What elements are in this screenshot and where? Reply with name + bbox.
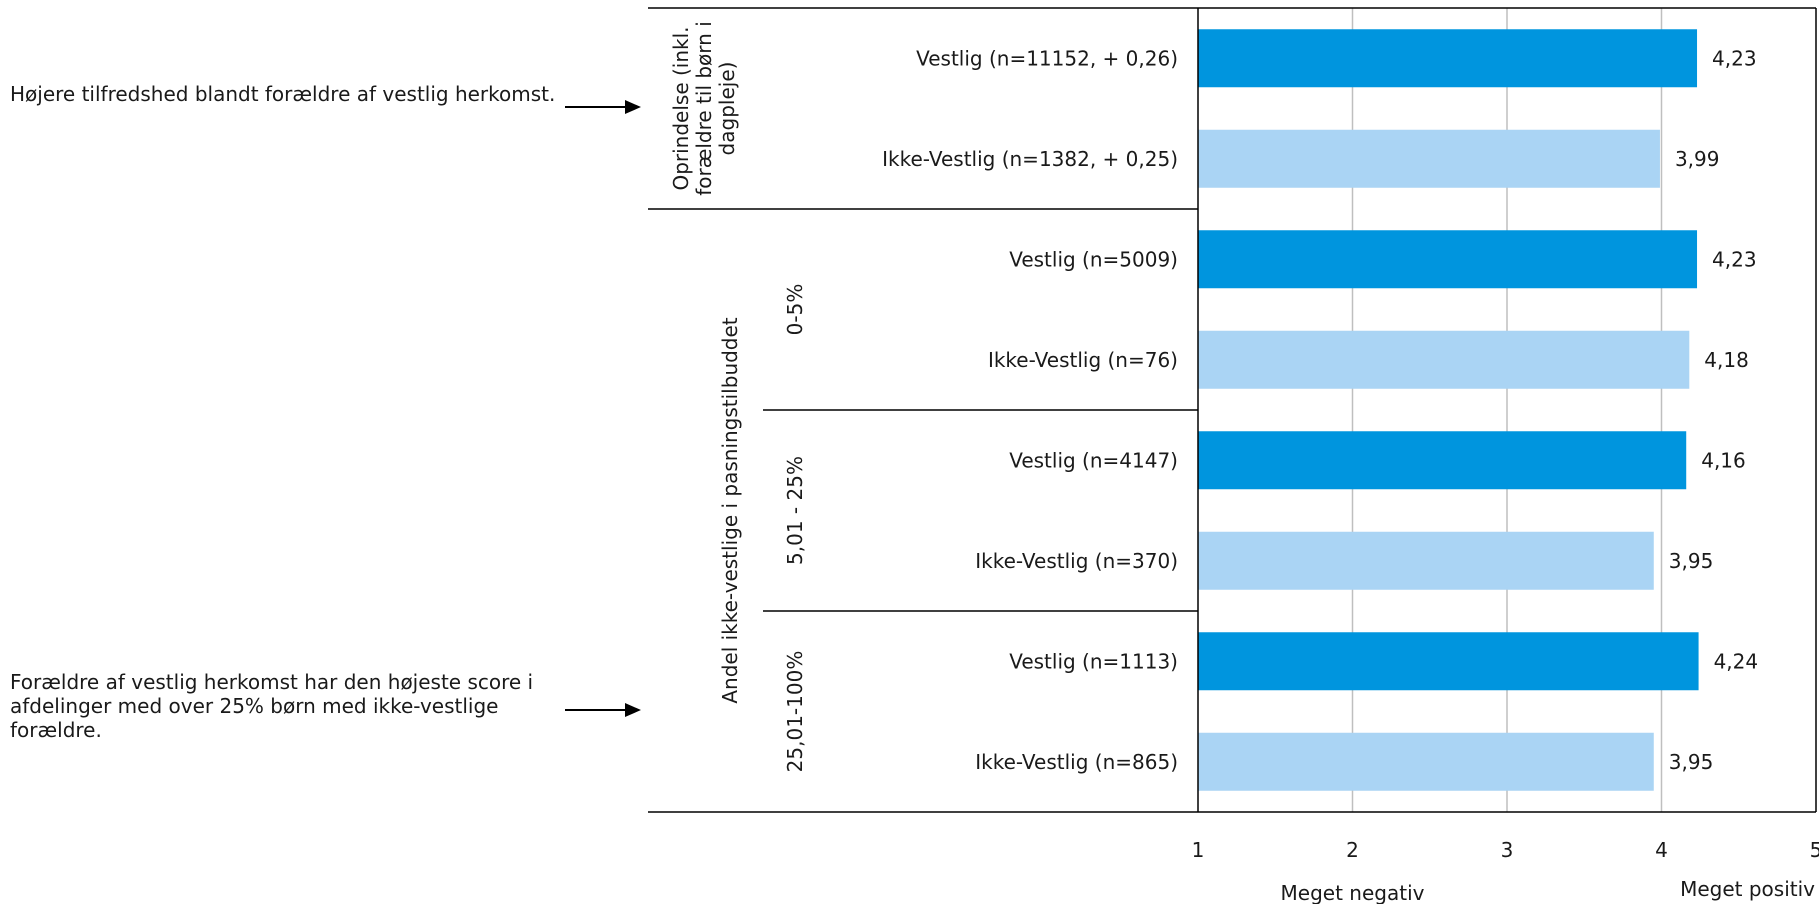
x-axis-high-label: Meget positiv (1680, 877, 1815, 901)
x-tick-label: 1 (1192, 838, 1205, 862)
group-label: forældre til børn i (692, 21, 716, 196)
bar (1198, 431, 1687, 490)
group-label: dagpleje) (715, 62, 739, 156)
x-tick-label: 4 (1655, 838, 1668, 862)
x-tick-label: 2 (1346, 838, 1359, 862)
group-label: Andel ikke-vestlige i pasningstilbuddet (718, 317, 742, 703)
annotation-western-satisfaction: Højere tilfredshed blandt forældre af ve… (10, 82, 556, 106)
data-label: 4,24 (1714, 649, 1759, 673)
category-label: Ikke-Vestlig (n=370) (975, 549, 1178, 573)
category-label: Vestlig (n=4147) (1009, 448, 1178, 472)
bar (1198, 330, 1690, 389)
category-label: Vestlig (n=11152, + 0,26) (916, 46, 1178, 70)
category-label: Vestlig (n=1113) (1009, 649, 1178, 673)
group-label: Oprindelse (inkl. (669, 26, 693, 190)
data-label: 4,23 (1712, 247, 1757, 271)
bar (1198, 29, 1698, 88)
category-label: Ikke-Vestlig (n=76) (988, 348, 1178, 372)
data-label: 3,95 (1669, 750, 1714, 774)
bar (1198, 732, 1654, 791)
bar (1198, 531, 1654, 590)
category-label: Vestlig (n=5009) (1009, 247, 1178, 271)
subgroup-label: 0-5% (783, 284, 807, 336)
arrow-right-icon (565, 100, 641, 114)
x-axis-low-label: Meget negativ (1281, 881, 1425, 904)
category-label: Ikke-Vestlig (n=1382, + 0,25) (882, 147, 1178, 171)
x-tick-label: 5 (1810, 838, 1819, 862)
data-label: 4,18 (1704, 348, 1749, 372)
arrow-right-icon (565, 703, 641, 717)
subgroup-label: 25,01-100% (783, 651, 807, 773)
annotation-western-highest-score: Forældre af vestlig herkomst har den høj… (10, 670, 534, 742)
category-label: Ikke-Vestlig (n=865) (975, 750, 1178, 774)
bar (1198, 129, 1660, 188)
data-label: 3,95 (1669, 549, 1714, 573)
bar (1198, 632, 1699, 691)
bar (1198, 230, 1698, 289)
subgroup-label: 5,01 - 25% (783, 456, 807, 565)
data-label: 4,16 (1701, 448, 1746, 472)
data-label: 4,23 (1712, 46, 1757, 70)
data-label: 3,99 (1675, 147, 1720, 171)
x-tick-label: 3 (1501, 838, 1514, 862)
